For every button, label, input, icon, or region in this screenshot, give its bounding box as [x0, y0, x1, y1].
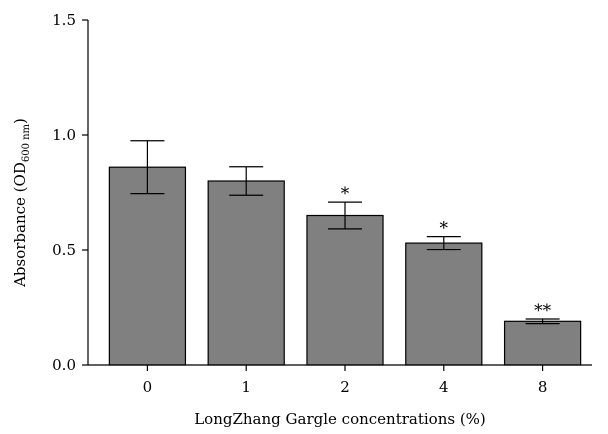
error-bars-layer: [130, 140, 560, 325]
bar-1: [207, 180, 285, 366]
bar-4: [405, 242, 483, 366]
y-tick-label-1: 0.5: [52, 241, 76, 259]
significance-layer: ****: [341, 184, 552, 321]
y-axis-label-prefix: Absorbance (OD: [11, 162, 29, 288]
y-axis-label-suffix: ): [11, 118, 29, 124]
x-tick-label-1: 1: [241, 378, 251, 396]
y-axis-label-subscript: 600 nm: [21, 123, 32, 162]
y-tick-label-2: 1.0: [52, 126, 76, 144]
significance-mark-8: **: [534, 301, 552, 321]
y-ticks: 0.0 0.5 1.0 1.5: [52, 11, 88, 374]
significance-mark-2: *: [341, 184, 350, 204]
significance-mark-4: *: [440, 219, 449, 239]
bar-2: [306, 214, 384, 366]
x-tick-label-0: 0: [143, 378, 153, 396]
x-tick-label-4: 4: [439, 378, 449, 396]
y-tick-label-3: 1.5: [52, 11, 76, 29]
x-tick-label-2: 2: [340, 378, 350, 396]
y-tick-label-0: 0.0: [52, 356, 76, 374]
x-axis-label: LongZhang Gargle concentrations (%): [194, 410, 486, 428]
x-ticks: 0 1 2 4 8: [143, 365, 548, 396]
x-tick-label-8: 8: [538, 378, 548, 396]
y-axis-label: Absorbance (OD600 nm): [11, 118, 32, 288]
bar-0: [108, 166, 187, 366]
axes-layer: [87, 20, 592, 366]
bar-8: [503, 320, 582, 366]
